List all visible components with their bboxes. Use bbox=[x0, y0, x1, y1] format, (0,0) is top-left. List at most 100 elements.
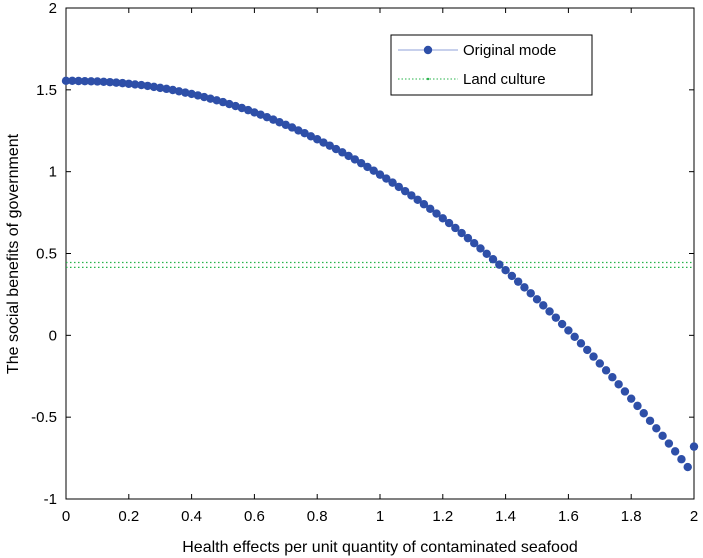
original-mode-point bbox=[112, 78, 121, 87]
original-mode-point bbox=[281, 120, 290, 130]
x-tick-label: 0.4 bbox=[181, 508, 202, 525]
original-mode-point bbox=[325, 141, 334, 150]
original-mode-point bbox=[413, 195, 422, 205]
original-mode-point bbox=[162, 84, 171, 94]
y-tick-label: 0.5 bbox=[36, 246, 57, 263]
original-mode-point bbox=[350, 155, 360, 164]
y-tick-label: 2 bbox=[49, 0, 57, 17]
original-mode-point bbox=[149, 82, 159, 92]
original-mode-point bbox=[143, 81, 152, 91]
original-mode-point bbox=[689, 442, 699, 451]
original-mode-point bbox=[532, 295, 542, 304]
x-tick-label: 0 bbox=[62, 508, 70, 525]
original-mode-point bbox=[507, 271, 517, 281]
original-mode-point bbox=[438, 214, 447, 223]
plot-area bbox=[65, 7, 695, 500]
original-mode-point bbox=[375, 170, 385, 179]
y-axis-label: The social benefits of government bbox=[5, 133, 22, 374]
y-tick-label: -1 bbox=[44, 491, 57, 508]
original-mode-point bbox=[306, 132, 316, 141]
x-axis-label: Health effects per unit quantity of cont… bbox=[182, 539, 578, 556]
legend-box bbox=[390, 34, 593, 96]
original-mode-point bbox=[539, 301, 548, 310]
original-mode-point bbox=[444, 218, 454, 228]
original-mode-point bbox=[168, 85, 177, 95]
series-land-culture bbox=[66, 261, 694, 269]
original-mode-point bbox=[344, 151, 353, 161]
original-mode-point bbox=[137, 80, 146, 90]
original-mode-point bbox=[495, 260, 504, 269]
original-mode-point bbox=[338, 148, 347, 157]
original-mode-point bbox=[382, 174, 391, 183]
original-mode-point bbox=[275, 118, 284, 127]
original-mode-point bbox=[287, 123, 297, 132]
original-mode-point bbox=[683, 462, 692, 472]
original-mode-point bbox=[627, 394, 636, 403]
original-mode-point bbox=[130, 80, 140, 89]
original-mode-point bbox=[432, 209, 441, 218]
legend-label-original-mode: Original mode bbox=[463, 42, 556, 59]
original-mode-point bbox=[595, 359, 604, 368]
original-mode-point bbox=[564, 326, 573, 335]
original-mode-point bbox=[639, 409, 648, 418]
original-mode-point bbox=[74, 76, 83, 86]
x-tick-label: 0.2 bbox=[118, 508, 139, 525]
original-mode-point bbox=[394, 182, 404, 192]
original-mode-point bbox=[319, 138, 328, 147]
original-mode-point bbox=[589, 352, 598, 361]
original-mode-point bbox=[206, 94, 215, 103]
y-axis-ticks: -1 -0.5 0 0.5 1 1.5 2 bbox=[31, 0, 694, 508]
original-mode-point bbox=[199, 92, 209, 102]
original-mode-point bbox=[570, 332, 579, 342]
original-mode-point bbox=[645, 416, 655, 425]
original-mode-point bbox=[576, 339, 586, 348]
original-mode-point bbox=[86, 77, 96, 86]
original-mode-point bbox=[583, 345, 592, 355]
legend-marker-original-mode bbox=[423, 45, 433, 55]
y-tick-label: 1 bbox=[49, 164, 57, 181]
original-mode-point bbox=[601, 366, 611, 375]
original-mode-point bbox=[400, 186, 410, 196]
y-tick-label: 1.5 bbox=[36, 82, 57, 99]
original-mode-point bbox=[61, 76, 71, 86]
original-mode-point bbox=[620, 387, 630, 396]
original-mode-point bbox=[513, 277, 523, 286]
x-tick-label: 1.8 bbox=[621, 508, 642, 525]
original-mode-point bbox=[369, 166, 378, 175]
x-tick-label: 1.4 bbox=[495, 508, 516, 525]
y-tick-label: 0 bbox=[49, 327, 57, 344]
original-mode-point bbox=[68, 76, 77, 86]
original-mode-point bbox=[470, 238, 479, 248]
original-mode-point bbox=[457, 228, 466, 238]
original-mode-point bbox=[488, 255, 498, 264]
legend: Original mode Land culture bbox=[390, 34, 593, 96]
original-mode-point bbox=[633, 401, 642, 411]
original-mode-point bbox=[451, 223, 460, 233]
original-mode-point bbox=[520, 283, 529, 292]
original-mode-point bbox=[545, 307, 554, 316]
original-mode-point bbox=[105, 77, 115, 87]
original-mode-point bbox=[187, 89, 196, 99]
original-mode-point bbox=[124, 79, 133, 88]
series-original-mode bbox=[61, 76, 699, 472]
original-mode-point bbox=[482, 249, 491, 259]
original-mode-point bbox=[463, 233, 473, 243]
original-mode-point bbox=[99, 77, 108, 87]
original-mode-point bbox=[118, 78, 127, 88]
original-mode-point bbox=[476, 244, 485, 253]
original-mode-point bbox=[363, 162, 372, 172]
original-mode-point bbox=[93, 77, 102, 86]
original-mode-point bbox=[426, 204, 435, 214]
original-mode-point bbox=[557, 319, 567, 329]
x-tick-label: 0.8 bbox=[307, 508, 328, 525]
y-tick-label: -0.5 bbox=[31, 409, 57, 426]
original-mode-point bbox=[551, 313, 561, 322]
x-tick-label: 1 bbox=[376, 508, 384, 525]
original-mode-point bbox=[652, 424, 661, 433]
x-tick-label: 2 bbox=[690, 508, 698, 525]
original-mode-point bbox=[356, 158, 366, 168]
original-mode-point bbox=[174, 87, 184, 96]
x-axis-ticks: 0 0.2 0.4 0.6 0.8 1 1.2 1.4 1.6 1.8 2 bbox=[62, 8, 698, 525]
original-mode-point bbox=[388, 178, 397, 187]
